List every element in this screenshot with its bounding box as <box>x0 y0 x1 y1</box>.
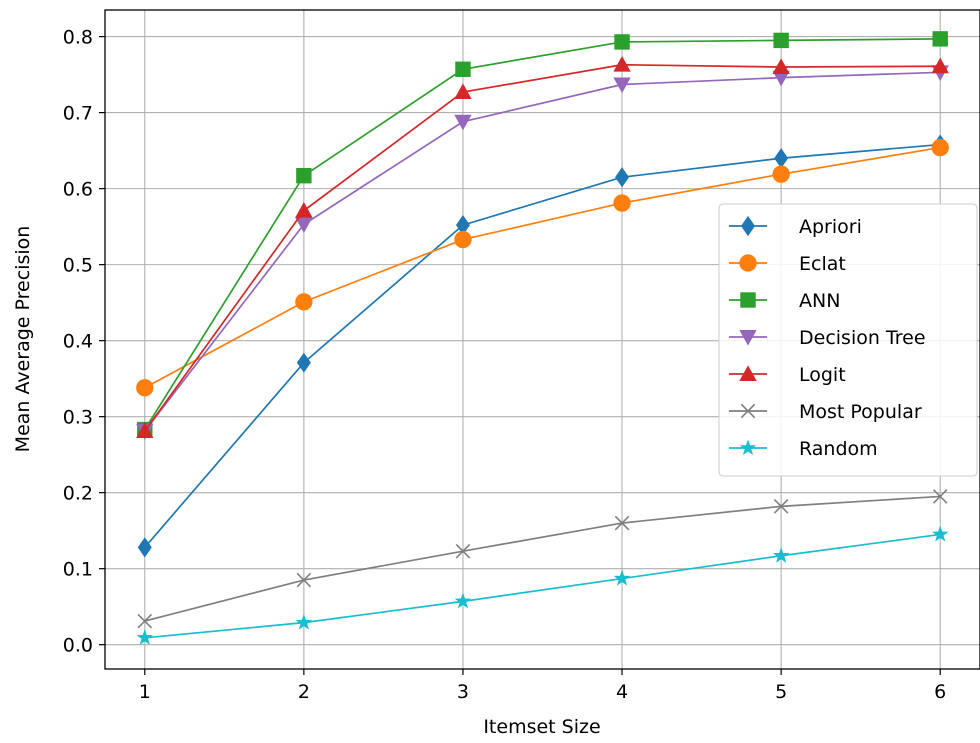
legend: Apriori Eclat ANN Decision Tree Logit Most Po… <box>718 203 978 477</box>
data-point-ann <box>455 61 471 77</box>
x-tick-label: 1 <box>139 681 151 703</box>
data-point-most-popular <box>773 499 789 514</box>
y-tick-label: 0.4 <box>63 331 93 353</box>
legend-item-eclat: Eclat <box>729 253 846 275</box>
legend-item-decision-tree: Decision Tree <box>729 327 926 349</box>
data-point-apriori <box>455 215 470 236</box>
data-point-random <box>613 569 631 586</box>
data-point-eclat <box>772 165 790 183</box>
data-point-logit <box>295 201 313 218</box>
x-tick-label: 4 <box>616 681 628 703</box>
x-axis-label: Itemset Size <box>483 716 600 738</box>
legend-label: Random <box>799 438 878 460</box>
series-line-eclat <box>144 146 941 389</box>
data-point-apriori <box>615 167 630 188</box>
y-tick-label: 0.1 <box>63 559 93 581</box>
data-point-most-popular <box>455 543 471 559</box>
y-tick-label: 0.3 <box>63 407 93 429</box>
x-tick-label: 5 <box>775 681 787 703</box>
x-tick-label: 6 <box>934 681 946 703</box>
series-line-ann <box>144 38 941 431</box>
legend-item-apriori: Apriori <box>729 215 862 238</box>
series-eclat <box>136 138 949 397</box>
data-point-decision-tree <box>613 77 631 94</box>
series-logit <box>136 56 949 439</box>
data-point-apriori <box>137 537 152 558</box>
data-point-ann <box>296 168 312 184</box>
series-lines <box>136 31 949 645</box>
data-point-random <box>454 592 472 609</box>
data-point-decision-tree <box>454 114 472 131</box>
data-point-eclat <box>136 379 154 397</box>
series-random <box>136 525 949 645</box>
data-point-random <box>931 525 949 542</box>
data-point-eclat <box>295 293 313 311</box>
series-ann <box>137 31 948 438</box>
series-line-most-popular <box>144 495 941 622</box>
x-tick-label: 2 <box>298 681 310 703</box>
data-point-decision-tree <box>772 70 790 87</box>
legend-label: Eclat <box>799 253 846 275</box>
data-point-logit <box>931 57 949 74</box>
x-tick-label: 3 <box>457 681 469 703</box>
y-tick-label: 0.8 <box>63 27 93 49</box>
y-axis-label: Mean Average Precision <box>12 226 34 453</box>
data-point-logit <box>613 56 631 72</box>
legend-marker-random <box>739 439 757 456</box>
data-point-random <box>772 547 790 563</box>
x-axis-ticks: 1 2 3 4 5 6 <box>139 669 946 703</box>
data-point-apriori <box>296 352 311 373</box>
series-most-popular <box>137 489 948 629</box>
legend-label: Logit <box>799 364 846 386</box>
legend-marker-apriori <box>741 215 755 237</box>
legend-label: Apriori <box>799 216 862 238</box>
y-tick-label: 0.6 <box>63 179 93 201</box>
series-line-apriori <box>144 143 941 548</box>
legend-item-random: Random <box>729 438 878 460</box>
legend-box <box>718 203 978 477</box>
legend-item-logit: Logit <box>729 364 846 386</box>
legend-marker-eclat <box>739 254 757 272</box>
data-point-logit <box>454 83 472 100</box>
series-line-logit <box>144 63 941 432</box>
legend-label: Decision Tree <box>799 327 926 349</box>
series-apriori <box>137 134 948 558</box>
data-point-logit <box>136 422 154 439</box>
data-point-eclat <box>613 194 631 212</box>
data-point-apriori <box>774 148 789 169</box>
legend-marker-ann <box>740 292 756 308</box>
data-point-random <box>136 629 154 645</box>
data-point-eclat <box>931 138 949 157</box>
legend-marker-most-popular <box>740 403 756 419</box>
y-tick-label: 0.0 <box>63 635 93 657</box>
data-point-eclat <box>454 230 472 249</box>
series-line-random <box>144 533 941 639</box>
y-tick-label: 0.7 <box>63 103 93 125</box>
data-point-most-popular <box>614 515 630 531</box>
data-point-random <box>295 613 313 630</box>
y-tick-label: 0.5 <box>63 255 93 277</box>
legend-marker-logit <box>739 365 757 381</box>
series-line-decision-tree <box>144 71 941 432</box>
data-point-most-popular <box>932 489 948 504</box>
y-tick-label: 0.2 <box>63 483 93 505</box>
legend-label: ANN <box>799 290 840 312</box>
data-point-ann <box>773 32 789 49</box>
data-point-ann <box>614 34 630 50</box>
y-axis-ticks: 0.0 0.1 0.2 0.3 0.4 0.5 0.6 0.7 0.8 <box>63 27 105 657</box>
plot-frame <box>104 9 980 670</box>
data-point-logit <box>772 58 790 74</box>
legend-item-ann: ANN <box>729 290 840 312</box>
data-point-decision-tree <box>295 217 313 234</box>
legend-item-most-popular: Most Popular <box>729 401 922 423</box>
legend-marker-decision-tree <box>739 330 757 346</box>
data-point-most-popular <box>296 572 312 588</box>
data-point-ann <box>932 31 948 47</box>
legend-label: Most Popular <box>799 401 922 423</box>
data-point-most-popular <box>137 613 153 629</box>
